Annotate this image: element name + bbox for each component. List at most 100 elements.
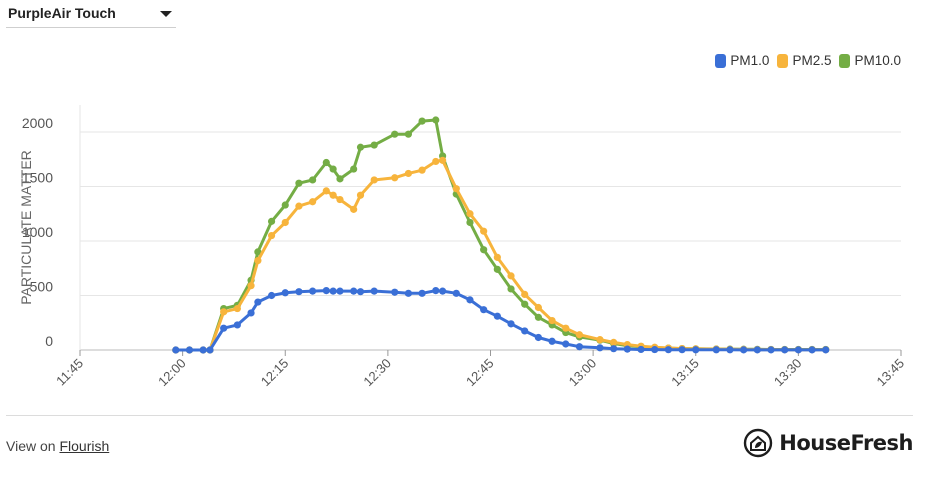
data-point-PM10 <box>418 289 426 297</box>
data-point-PM10 <box>267 291 276 300</box>
x-tick-label: 12:15 <box>258 356 292 390</box>
y-tick-label: 2000 <box>22 115 53 131</box>
data-point-PM25 <box>267 231 276 240</box>
line-chart: 0 500 1000 1500 2000 PARTICULATE MATTER 11:45 1… <box>18 105 908 390</box>
data-point-PM100 <box>350 165 358 173</box>
data-point-PM100 <box>336 175 344 183</box>
data-point-PM25 <box>220 308 228 316</box>
data-point-PM25 <box>233 304 241 313</box>
x-tick-label: 13:15 <box>668 356 702 390</box>
chart-selector-dropdown[interactable]: PurpleAir Touch <box>6 0 176 28</box>
data-point-PM10 <box>794 346 802 354</box>
data-point-PM25 <box>452 185 460 193</box>
data-point-PM10 <box>651 345 659 354</box>
data-point-PM25 <box>254 257 262 265</box>
data-point-PM100 <box>507 285 515 293</box>
data-point-PM100 <box>254 248 262 256</box>
x-tick-label: 12:30 <box>360 356 394 390</box>
data-point-PM25 <box>281 218 289 227</box>
data-point-PM25 <box>370 176 378 184</box>
data-point-PM10 <box>548 337 556 345</box>
data-point-PM10 <box>740 346 748 354</box>
data-point-PM10 <box>726 346 734 354</box>
data-point-PM10 <box>623 345 631 353</box>
data-point-PM10 <box>637 345 645 354</box>
y-axis-title: PARTICULATE MATTER <box>18 150 34 305</box>
x-tick-label: 12:45 <box>463 356 497 390</box>
data-point-PM25 <box>391 174 399 182</box>
house-leaf-logo-icon <box>744 428 773 458</box>
data-point-PM10 <box>822 346 830 354</box>
footer-source: View on Flourish <box>6 438 109 454</box>
data-point-PM10 <box>575 343 584 351</box>
caret-down-icon <box>160 11 172 17</box>
data-point-PM25 <box>596 336 604 344</box>
data-point-PM10 <box>172 346 180 354</box>
y-tick-label: 0 <box>45 333 53 349</box>
legend-item-pm1[interactable]: PM1.0 <box>715 53 769 68</box>
data-point-PM25 <box>329 191 337 199</box>
chart-legend: PM1.0 PM2.5 PM10.0 <box>715 53 901 68</box>
data-point-PM100 <box>356 143 365 151</box>
x-tick-label: 11:45 <box>53 356 86 389</box>
brand: HouseFresh <box>743 428 913 458</box>
data-point-PM25 <box>548 316 556 325</box>
legend-swatch-pm25 <box>777 53 789 68</box>
data-point-PM10 <box>480 306 488 314</box>
data-point-PM100 <box>322 158 330 167</box>
data-point-PM25 <box>534 303 542 312</box>
legend-item-pm10[interactable]: PM10.0 <box>839 53 901 68</box>
data-point-PM100 <box>404 130 412 138</box>
data-point-PM100 <box>480 246 488 254</box>
data-point-PM25 <box>418 166 426 174</box>
footer-divider <box>6 415 913 416</box>
data-point-PM100 <box>432 116 440 124</box>
data-point-PM10 <box>452 289 460 297</box>
data-point-PM10 <box>767 346 775 354</box>
data-point-PM10 <box>220 324 228 332</box>
data-point-PM10 <box>370 287 378 295</box>
data-point-PM25 <box>350 205 358 213</box>
data-point-PM10 <box>356 288 365 296</box>
data-point-PM25 <box>322 187 330 195</box>
x-tick-label: 13:45 <box>874 356 908 390</box>
data-point-PM10 <box>350 287 358 295</box>
data-point-PM25 <box>432 157 440 166</box>
data-point-PM25 <box>439 156 447 164</box>
data-point-PM10 <box>521 327 529 335</box>
data-point-PM100 <box>329 165 337 173</box>
data-point-PM10 <box>185 346 194 354</box>
data-point-PM100 <box>370 141 378 149</box>
data-point-PM10 <box>254 298 262 306</box>
footer-prefix: View on <box>6 438 60 454</box>
data-point-PM10 <box>309 287 317 295</box>
data-point-PM10 <box>322 286 330 295</box>
data-point-PM10 <box>781 346 789 354</box>
data-point-PM10 <box>199 346 207 354</box>
series-line-PM10 <box>174 289 828 352</box>
data-point-PM100 <box>521 300 529 308</box>
data-point-PM100 <box>466 218 474 227</box>
brand-name: HouseFresh <box>779 431 913 455</box>
data-point-PM25 <box>507 272 515 280</box>
data-point-PM100 <box>418 117 426 125</box>
data-point-PM25 <box>610 338 618 346</box>
chart-selector-label: PurpleAir Touch <box>8 5 116 21</box>
data-point-PM10 <box>534 333 542 342</box>
data-point-PM100 <box>534 313 542 321</box>
data-point-PM10 <box>295 288 303 296</box>
data-point-PM10 <box>329 287 337 295</box>
data-point-PM10 <box>712 346 720 354</box>
data-point-PM10 <box>391 288 399 296</box>
legend-item-pm25[interactable]: PM2.5 <box>777 53 831 68</box>
data-point-PM10 <box>692 346 700 354</box>
data-point-PM10 <box>753 346 761 354</box>
data-point-PM10 <box>808 346 816 354</box>
data-point-PM25 <box>480 227 488 235</box>
series-line-PM25 <box>174 158 828 352</box>
data-point-PM10 <box>507 320 515 328</box>
flourish-link[interactable]: Flourish <box>59 438 110 454</box>
x-tick-label: 13:30 <box>771 356 805 390</box>
data-point-PM25 <box>404 169 412 178</box>
data-point-PM10 <box>439 287 447 295</box>
